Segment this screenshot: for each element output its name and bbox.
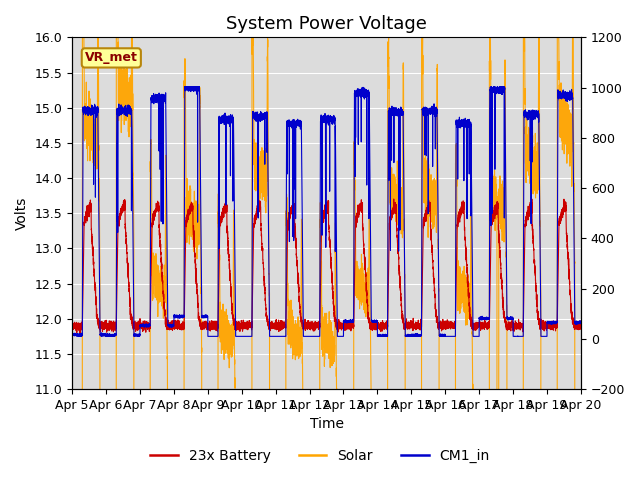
Title: System Power Voltage: System Power Voltage [226, 15, 427, 33]
X-axis label: Time: Time [310, 418, 344, 432]
Y-axis label: Volts: Volts [15, 196, 29, 230]
Legend: 23x Battery, Solar, CM1_in: 23x Battery, Solar, CM1_in [145, 443, 495, 468]
Text: VR_met: VR_met [85, 51, 138, 64]
